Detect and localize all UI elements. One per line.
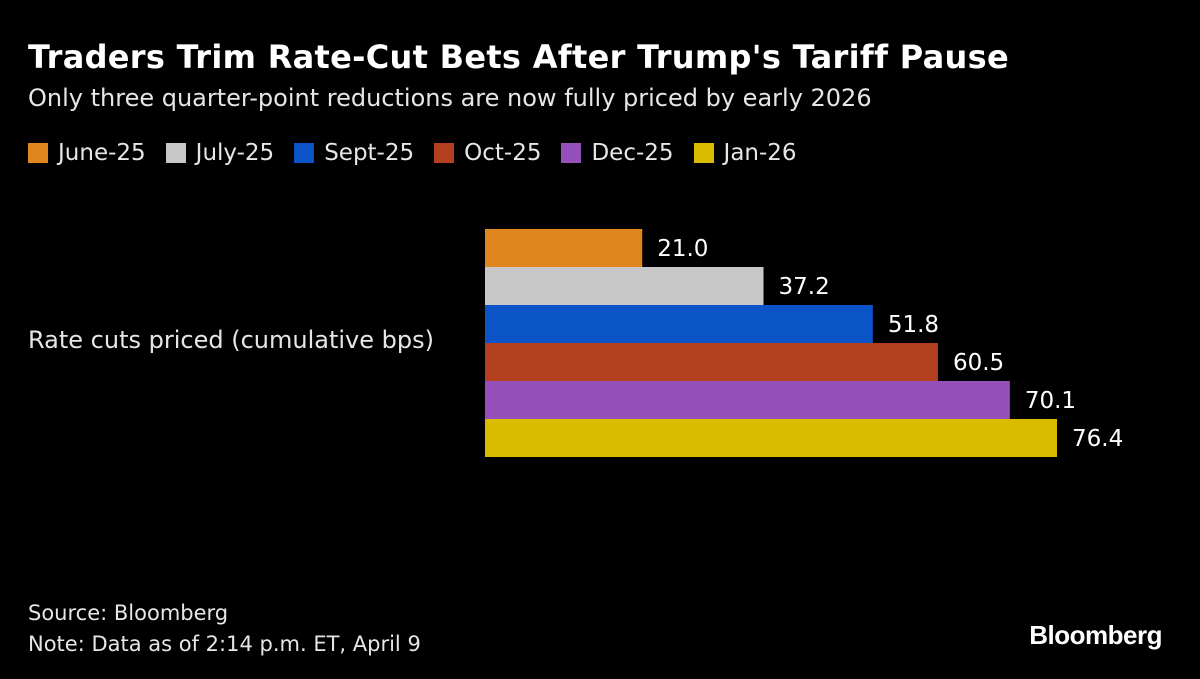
legend-label: Oct-25 — [464, 140, 542, 166]
category-label: Rate cuts priced (cumulative bps) — [28, 326, 434, 354]
legend-item-oct-25: Oct-25 — [434, 140, 541, 166]
bar-value-label: 51.8 — [888, 312, 939, 338]
legend: June-25 July-25 Sept-25 Oct-25 Dec-25 Jan-26 — [28, 140, 817, 166]
bar-value-label: 21.0 — [657, 236, 708, 262]
bar-value-label: 70.1 — [1025, 388, 1076, 414]
bar-value-label: 37.2 — [779, 274, 830, 300]
bar-oct-25 — [485, 343, 938, 381]
legend-label: Dec-25 — [591, 140, 674, 166]
legend-swatch — [561, 143, 582, 163]
bar-value-label: 60.5 — [953, 350, 1004, 376]
legend-item-dec-25: Dec-25 — [561, 140, 674, 166]
legend-swatch — [294, 143, 315, 163]
legend-item-jan-26: Jan-26 — [693, 140, 797, 166]
bar-june-25 — [485, 229, 643, 267]
legend-label: July-25 — [195, 140, 275, 166]
note-text: Note: Data as of 2:14 p.m. ET, April 9 — [28, 632, 421, 656]
source-text: Source: Bloomberg — [28, 601, 229, 625]
legend-label: June-25 — [58, 140, 146, 166]
bloomberg-logo: Bloomberg — [1029, 620, 1162, 650]
legend-label: Sept-25 — [324, 140, 415, 166]
legend-item-sept-25: Sept-25 — [294, 140, 414, 166]
legend-swatch — [165, 143, 186, 163]
bar-sept-25 — [485, 305, 873, 343]
legend-swatch — [693, 143, 714, 163]
legend-item-july-25: July-25 — [165, 140, 275, 166]
bar-value-label: 76.4 — [1072, 426, 1123, 452]
bar-dec-25 — [485, 381, 1010, 419]
bar-jan-26 — [485, 419, 1057, 457]
legend-item-june-25: June-25 — [28, 140, 146, 166]
chart-subtitle: Only three quarter-point reductions are … — [28, 84, 872, 112]
bar-july-25 — [485, 267, 764, 305]
legend-swatch — [28, 143, 48, 163]
chart-title: Traders Trim Rate-Cut Bets After Trump's… — [28, 38, 1009, 76]
legend-label: Jan-26 — [723, 140, 797, 166]
legend-swatch — [434, 143, 455, 163]
footnotes: Source: Bloomberg Note: Data as of 2:14 … — [28, 598, 421, 660]
